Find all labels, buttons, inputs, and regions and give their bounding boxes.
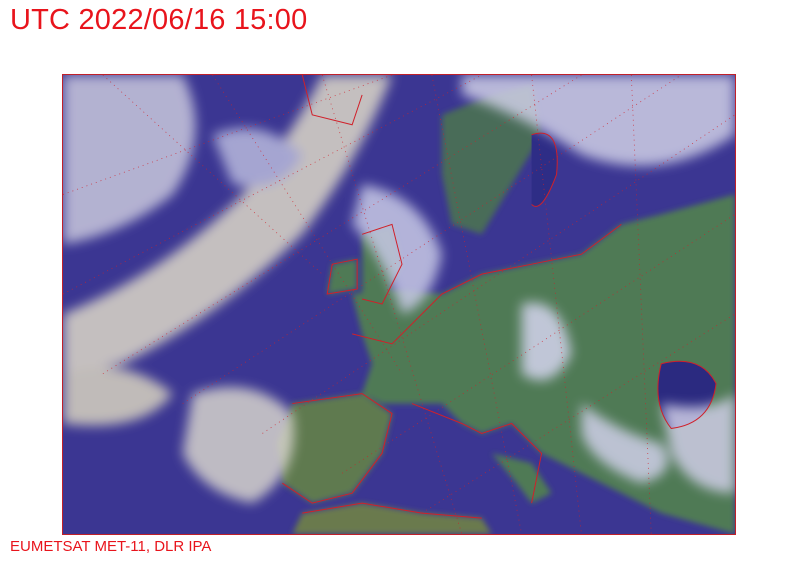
source-credit: EUMETSAT MET-11, DLR IPA	[10, 538, 212, 555]
image-title: UTC 2022/06/16 15:00	[10, 4, 308, 36]
satellite-image	[63, 75, 735, 534]
clouds	[63, 75, 735, 504]
graticule	[63, 75, 735, 534]
coastlines	[282, 75, 717, 519]
satellite-map	[62, 74, 736, 535]
